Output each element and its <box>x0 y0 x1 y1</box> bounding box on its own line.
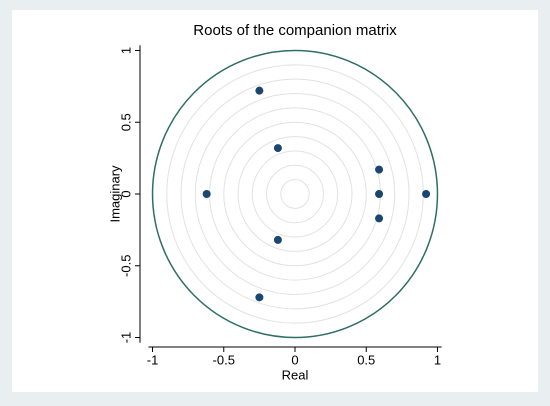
x-tick-label: 0.5 <box>357 352 375 367</box>
point <box>273 144 282 153</box>
plot-region <box>12 10 538 392</box>
y-tick-label: 0.5 <box>118 113 133 131</box>
x-tick-label: 0 <box>291 352 298 367</box>
y-tick-label: 1 <box>118 47 133 54</box>
point <box>273 235 282 244</box>
grid-circle <box>194 93 396 295</box>
y-tick-label: -1 <box>118 332 133 344</box>
point <box>202 190 211 198</box>
grid-circle <box>251 150 339 238</box>
grid-circle <box>180 78 410 310</box>
y-tick-label: -0.5 <box>118 255 133 277</box>
point <box>375 190 384 198</box>
y-tick-label: 0 <box>118 190 133 197</box>
point <box>375 165 384 174</box>
point <box>422 190 431 198</box>
x-axis-label: Real <box>282 367 309 382</box>
point <box>255 86 264 95</box>
point <box>375 214 384 223</box>
point <box>255 293 264 302</box>
grid-circle <box>280 179 310 209</box>
x-tick-label: -0.5 <box>213 352 235 367</box>
unit-circle <box>151 49 439 339</box>
chart-title: Roots of the companion matrix <box>193 22 397 39</box>
grid-circle <box>266 164 324 224</box>
x-tick-label: -1 <box>147 352 159 367</box>
grid-circle <box>237 136 353 252</box>
grid-circle <box>223 121 367 267</box>
y-axis-label: Imaginary <box>107 165 122 223</box>
x-tick-label: 1 <box>434 352 441 367</box>
